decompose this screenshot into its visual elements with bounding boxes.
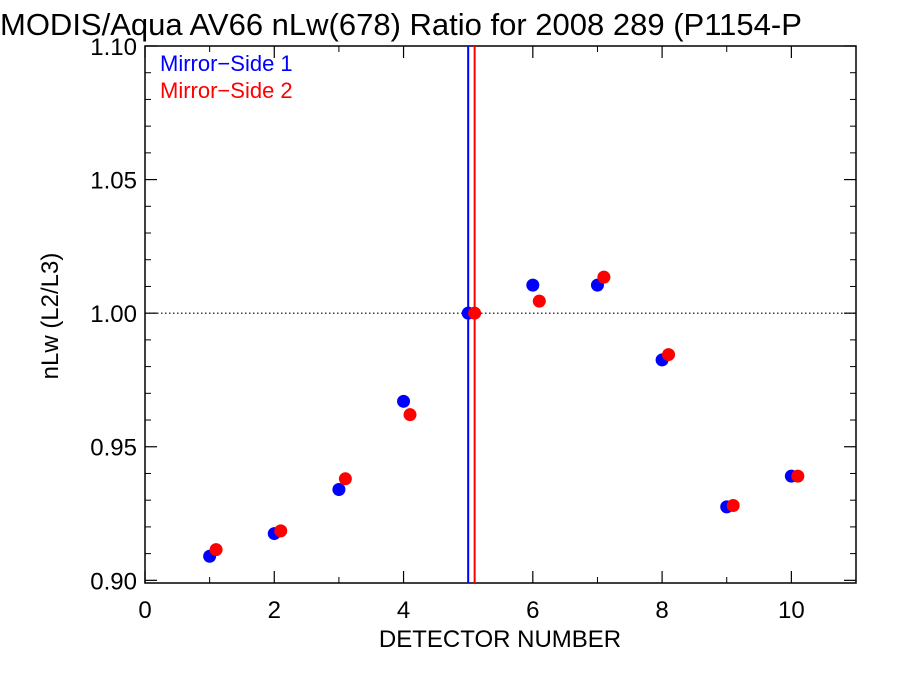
mirror-side-2-point — [791, 469, 805, 483]
y-tick-label: 0.90 — [90, 568, 137, 595]
mirror-side-1-point — [332, 482, 346, 496]
x-tick-label: 8 — [655, 597, 668, 624]
mirror-side-1-point — [526, 278, 540, 292]
x-tick-label: 10 — [778, 597, 805, 624]
chart-title: MODIS/Aqua AV66 nLw(678) Ratio for 2008 … — [0, 7, 802, 42]
mirror-side-2-point — [403, 408, 417, 422]
x-tick-label: 6 — [526, 597, 539, 624]
mirror-side-2-point — [532, 294, 546, 308]
x-tick-label: 4 — [397, 597, 410, 624]
y-axis-label: nLw (L2/L3) — [37, 253, 64, 380]
y-tick-label: 1.05 — [90, 168, 137, 195]
axis-ticks: 0 2 4 6 8 10 0.90 0.95 1.00 1.05 1.10 — [90, 34, 856, 624]
mirror-side-2-point — [468, 306, 482, 320]
mirror-side-2-point — [338, 472, 352, 486]
legend-entry-mirror-side-1: Mirror−Side 1 — [160, 51, 293, 76]
plot-border — [144, 45, 857, 584]
y-tick-label: 1.00 — [90, 301, 137, 328]
plot-frame — [144, 45, 857, 584]
mirror-side-2-point — [726, 499, 740, 513]
data-points — [203, 270, 805, 563]
legend-entry-mirror-side-2: Mirror−Side 2 — [160, 78, 293, 103]
x-tick-label: 0 — [138, 597, 151, 624]
mirror-side-2-point — [274, 524, 288, 538]
y-tick-label: 1.10 — [90, 34, 137, 61]
reference-lines — [145, 46, 856, 583]
mirror-side-2-point — [209, 543, 223, 557]
mirror-side-1-point — [397, 394, 411, 408]
x-axis-label: DETECTOR NUMBER — [379, 626, 621, 653]
mirror-side-2-point — [597, 270, 611, 284]
y-tick-label: 0.95 — [90, 435, 137, 462]
mirror-side-2-point — [662, 348, 676, 362]
x-tick-label: 2 — [268, 597, 281, 624]
